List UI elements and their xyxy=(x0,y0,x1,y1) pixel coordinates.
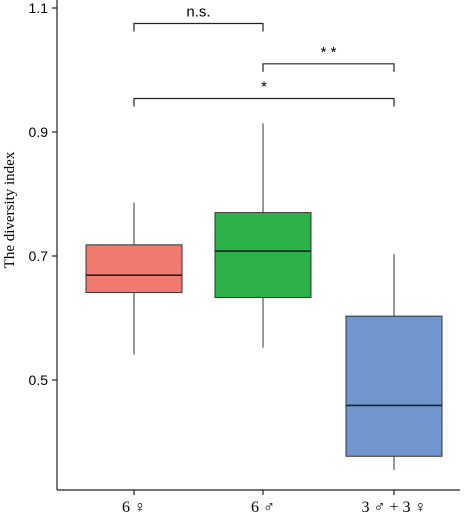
significance-brackets: n.s. * * * xyxy=(133,4,395,107)
significance-bracket: * xyxy=(133,79,395,107)
box-group xyxy=(345,254,443,470)
bracket-line xyxy=(133,97,395,107)
box-group xyxy=(85,202,183,355)
bracket-line xyxy=(262,63,395,72)
box-iqr xyxy=(214,212,312,299)
box-iqr xyxy=(345,315,443,457)
y-tick-label: 0.5 xyxy=(29,372,49,388)
y-tick-label: 0.9 xyxy=(29,124,49,140)
y-tick-label: 0.7 xyxy=(29,248,49,264)
y-tick-label: 1.1 xyxy=(29,0,49,16)
y-axis-title: The diversity index xyxy=(2,151,18,268)
bracket-line xyxy=(133,22,264,32)
axes: 0.5 0.7 0.9 1.1 6 ♀ 6 ♂ 3 ♂ + 3 ♀ xyxy=(29,0,460,516)
box-group xyxy=(214,123,312,348)
significance-label: n.s. xyxy=(186,4,210,21)
significance-label: * xyxy=(261,79,267,96)
x-tick-label: 3 ♂ + 3 ♀ xyxy=(361,499,426,516)
boxes xyxy=(85,123,443,470)
significance-label: * * xyxy=(321,44,337,61)
box-iqr xyxy=(85,244,183,294)
x-tick-label: 6 ♀ xyxy=(122,499,146,516)
x-tick-label: 6 ♂ xyxy=(251,499,275,516)
significance-bracket: * * xyxy=(262,44,395,72)
significance-bracket: n.s. xyxy=(133,4,264,32)
